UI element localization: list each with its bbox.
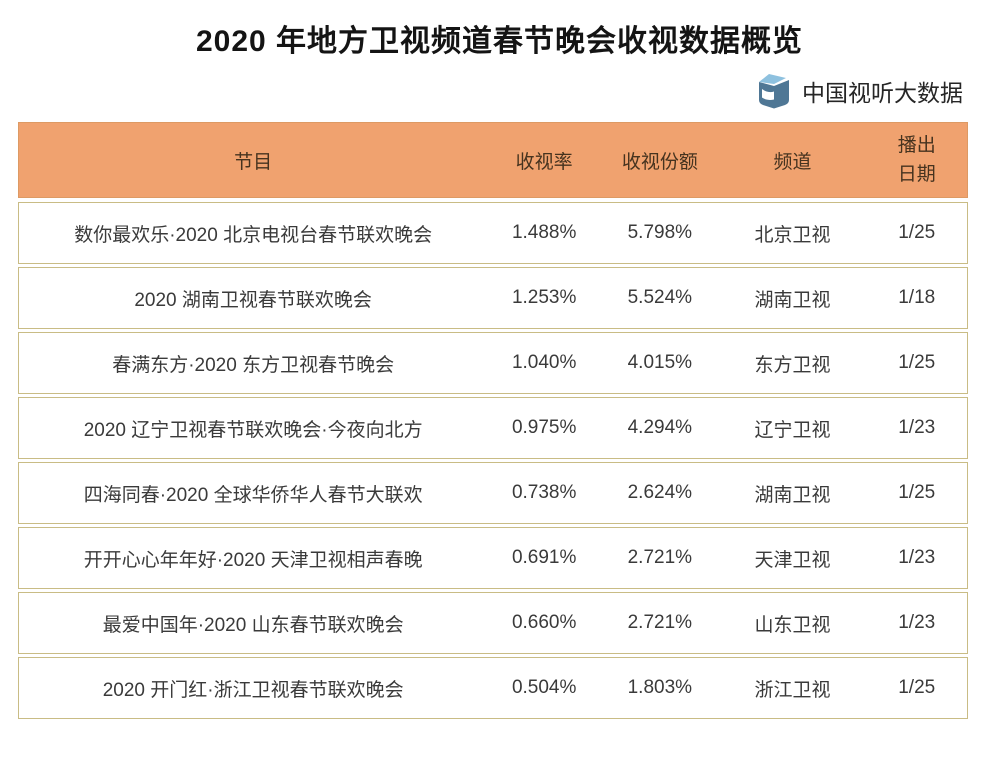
cell-share: 5.524%	[627, 287, 693, 308]
cell-rating: 0.504%	[511, 677, 577, 698]
cell-rating: 0.691%	[511, 547, 577, 568]
table-row: 2020 开门红·浙江卫视春节联欢晚会 0.504% 1.803% 浙江卫视 1…	[18, 657, 968, 719]
header-air-date-label: 播出日期	[897, 134, 936, 185]
table-header-row: 节目 收视率 收视份额 频道 播出日期	[18, 122, 968, 198]
cell-channel: 湖南卫视	[754, 289, 831, 311]
page-title: 2020 年地方卫视频道春节晚会收视数据概览	[195, 25, 804, 58]
cell-program: 数你最欢乐·2020 北京电视台春节联欢晚会	[74, 224, 433, 246]
logo-text: 中国视听大数据	[802, 80, 963, 106]
cell-rating: 1.253%	[511, 287, 577, 308]
cell-channel: 北京卫视	[754, 224, 831, 246]
cell-air-date: 1/23	[898, 417, 936, 438]
cell-channel: 湖南卫视	[754, 484, 831, 506]
cell-air-date: 1/25	[898, 677, 936, 698]
header-channel: 频道	[773, 151, 812, 173]
cell-program: 四海同春·2020 全球华侨华人春节大联欢	[83, 484, 423, 506]
header-program: 节目	[234, 151, 273, 173]
table-row: 开开心心年年好·2020 天津卫视相声春晚 0.691% 2.721% 天津卫视…	[18, 527, 968, 589]
cell-program: 2020 开门红·浙江卫视春节联欢晚会	[102, 679, 404, 701]
cell-channel: 山东卫视	[754, 614, 831, 636]
table-row: 2020 辽宁卫视春节联欢晚会·今夜向北方 0.975% 4.294% 辽宁卫视…	[18, 397, 968, 459]
cell-air-date: 1/25	[898, 222, 936, 243]
cell-program: 2020 辽宁卫视春节联欢晚会·今夜向北方	[83, 419, 423, 441]
table-row: 数你最欢乐·2020 北京电视台春节联欢晚会 1.488% 5.798% 北京卫…	[18, 202, 968, 264]
cell-air-date: 1/25	[898, 482, 936, 503]
cell-channel: 天津卫视	[754, 549, 831, 571]
cell-rating: 0.975%	[511, 417, 577, 438]
cell-air-date: 1/18	[898, 287, 936, 308]
cell-share: 2.624%	[627, 482, 693, 503]
cell-rating: 1.488%	[511, 222, 577, 243]
cell-program: 最爱中国年·2020 山东春节联欢晚会	[102, 614, 404, 636]
cell-share: 4.294%	[627, 417, 693, 438]
cell-share: 2.721%	[627, 547, 693, 568]
brand-logo: 中国视听大数据	[0, 68, 999, 114]
cell-air-date: 1/23	[898, 612, 936, 633]
cell-channel: 浙江卫视	[754, 679, 831, 701]
cell-share: 2.721%	[627, 612, 693, 633]
cell-share: 4.015%	[627, 352, 693, 373]
ratings-table: 节目 收视率 收视份额 频道 播出日期 数你最欢乐·2020 北京电视台春节联欢…	[18, 122, 968, 719]
cell-rating: 0.660%	[511, 612, 577, 633]
header-rating: 收视率	[515, 151, 573, 173]
header-air-date: 播出日期	[866, 131, 966, 190]
cell-program: 春满东方·2020 东方卫视春节晚会	[112, 354, 395, 376]
cell-program: 2020 湖南卫视春节联欢晚会	[134, 289, 372, 311]
table-row: 春满东方·2020 东方卫视春节晚会 1.040% 4.015% 东方卫视 1/…	[18, 332, 968, 394]
cell-channel: 东方卫视	[754, 354, 831, 376]
open-book-cube-icon	[755, 72, 793, 110]
cell-share: 5.798%	[627, 222, 693, 243]
table-row: 最爱中国年·2020 山东春节联欢晚会 0.660% 2.721% 山东卫视 1…	[18, 592, 968, 654]
header-share: 收视份额	[621, 151, 698, 173]
page: 2020 年地方卫视频道春节晚会收视数据概览 中国视听大数据 节目 收视率 收视…	[0, 16, 999, 719]
cell-share: 1.803%	[627, 677, 693, 698]
cell-channel: 辽宁卫视	[754, 419, 831, 441]
table-row: 2020 湖南卫视春节联欢晚会 1.253% 5.524% 湖南卫视 1/18	[18, 267, 968, 329]
cell-rating: 1.040%	[511, 352, 577, 373]
cell-air-date: 1/25	[898, 352, 936, 373]
cell-air-date: 1/23	[898, 547, 936, 568]
table-row: 四海同春·2020 全球华侨华人春节大联欢 0.738% 2.624% 湖南卫视…	[18, 462, 968, 524]
cell-rating: 0.738%	[511, 482, 577, 503]
cell-program: 开开心心年年好·2020 天津卫视相声春晚	[83, 549, 423, 571]
